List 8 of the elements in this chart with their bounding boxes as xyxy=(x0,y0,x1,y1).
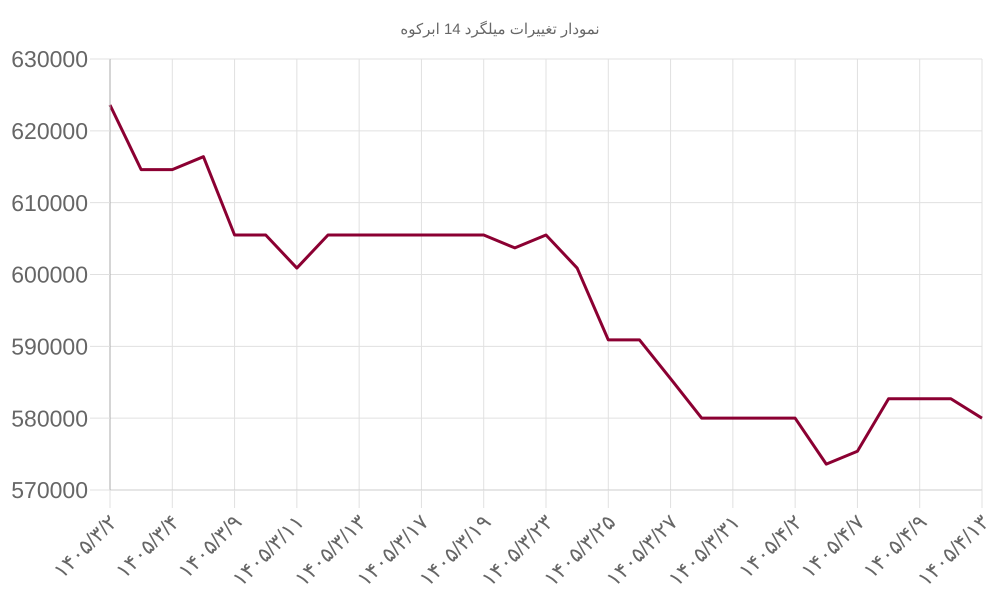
y-tick-label: 610000 xyxy=(11,190,88,216)
y-tick-label: 570000 xyxy=(11,477,88,504)
y-tick-label: 630000 xyxy=(11,46,88,72)
y-tick-label: 590000 xyxy=(11,334,88,360)
y-tick-label: 600000 xyxy=(11,262,88,288)
y-tick-label: 580000 xyxy=(11,405,88,432)
chart-title: نمودار تغییرات میلگرد 14 ابرکوه xyxy=(399,20,601,40)
y-tick-label: 620000 xyxy=(11,118,88,144)
